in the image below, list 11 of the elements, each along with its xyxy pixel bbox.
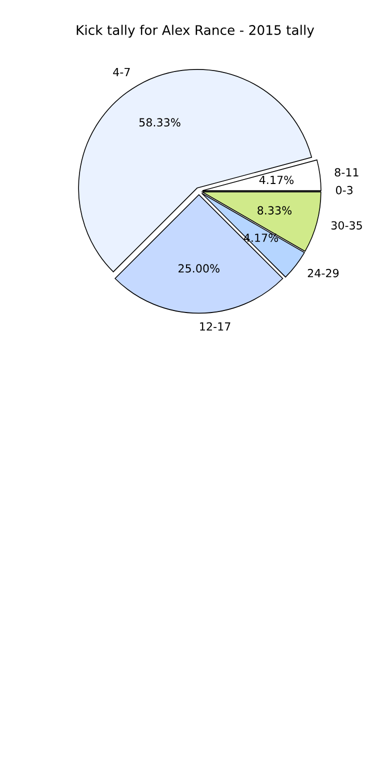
data-label: 8.33%: [258, 206, 292, 215]
slice-label: 12-17: [200, 322, 230, 331]
chart-title: Kick tally for Alex Rance - 2015 tally: [76, 24, 314, 38]
data-label: 4.17%: [259, 176, 294, 184]
category-label: 0-3: [336, 186, 352, 194]
slice-label: 8-11: [334, 168, 358, 177]
slice-label: 30-35: [331, 221, 362, 230]
slice-label: 4-7: [113, 68, 130, 76]
data-label: 58.33%: [139, 118, 180, 127]
slice-label: 24-29: [308, 268, 339, 278]
data-label: 25.00%: [178, 264, 220, 273]
